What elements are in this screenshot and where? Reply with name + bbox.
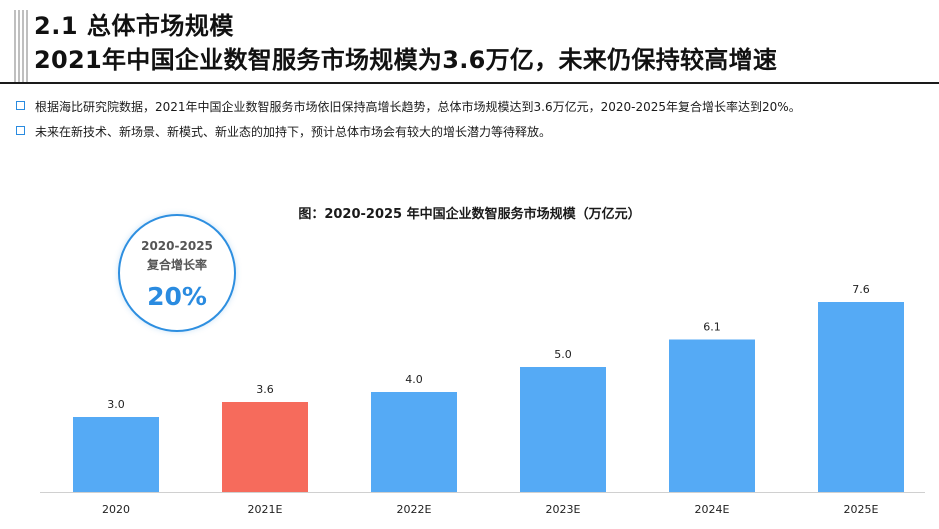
x-tick-label: 2023E xyxy=(546,503,581,516)
cagr-rate-label: 复合增长率 xyxy=(146,258,207,272)
decorative-stripes xyxy=(14,10,28,82)
data-label: 3.0 xyxy=(107,398,125,411)
cagr-badge: 2020-2025 复合增长率 20% xyxy=(118,214,236,332)
bar-2025E xyxy=(818,302,904,492)
data-label: 6.1 xyxy=(703,321,721,334)
data-label: 5.0 xyxy=(554,348,572,361)
section-title: 2.1 总体市场规模 xyxy=(34,12,234,40)
x-tick-label: 2021E xyxy=(248,503,283,516)
data-label: 7.6 xyxy=(852,283,870,296)
x-tick-label: 2024E xyxy=(695,503,730,516)
chart-title: 图：2020-2025 年中国企业数智服务市场规模（万亿元） xyxy=(298,207,641,222)
bullet-item: 未来在新技术、新场景、新模式、新业态的加持下，预计总体市场会有较大的增长潜力等待… xyxy=(16,123,551,140)
bar-2022E xyxy=(371,392,457,492)
title-divider xyxy=(0,82,939,84)
bar-2024E xyxy=(669,339,755,492)
square-bullet-icon xyxy=(16,126,25,135)
x-tick-label: 2022E xyxy=(397,503,432,516)
data-label: 4.0 xyxy=(405,373,423,386)
square-bullet-icon xyxy=(16,101,25,110)
x-tick-label: 2025E xyxy=(844,503,879,516)
bar-2020 xyxy=(73,417,159,492)
page-headline: 2021年中国企业数智服务市场规模为3.6万亿，未来仍保持较高增速 xyxy=(34,46,778,74)
bar-2023E xyxy=(520,367,606,492)
bar-2021E xyxy=(222,402,308,492)
data-label: 3.6 xyxy=(256,383,274,396)
bullet-item: 根据海比研究院数据，2021年中国企业数智服务市场依旧保持高增长趋势，总体市场规… xyxy=(16,98,801,115)
cagr-value: 20% xyxy=(147,282,207,311)
x-tick-label: 2020 xyxy=(102,503,130,516)
bullet-text: 未来在新技术、新场景、新模式、新业态的加持下，预计总体市场会有较大的增长潜力等待… xyxy=(35,125,552,139)
cagr-period-label: 2020-2025 xyxy=(141,239,213,253)
bullet-text: 根据海比研究院数据，2021年中国企业数智服务市场依旧保持高增长趋势，总体市场规… xyxy=(35,100,801,114)
